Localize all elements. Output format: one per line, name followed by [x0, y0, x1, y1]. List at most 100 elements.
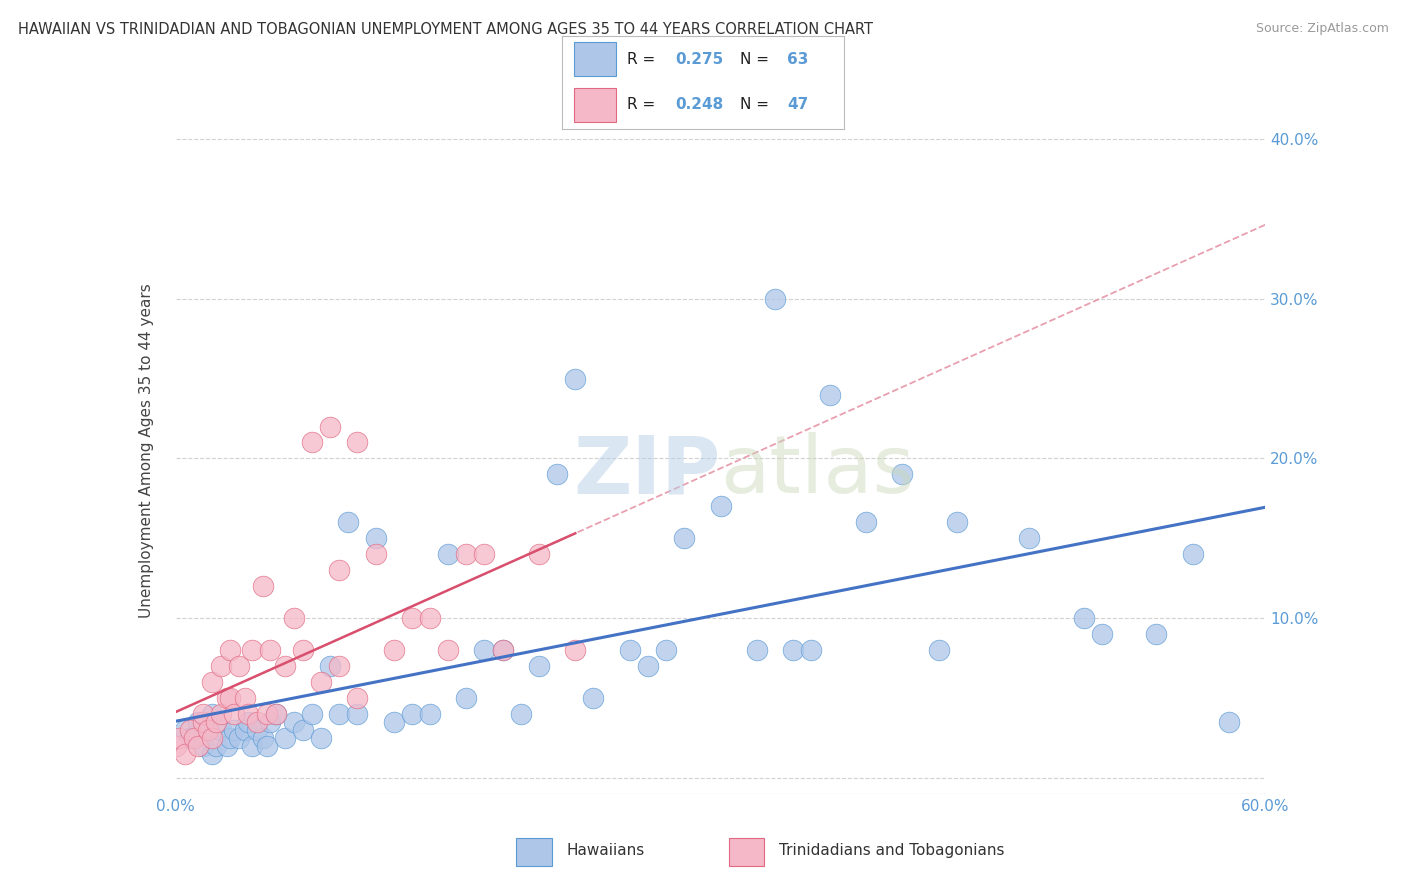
Point [564, 643, 586, 657]
Point [301, 435, 323, 450]
Point [382, 643, 405, 657]
Point [437, 643, 460, 657]
Point [337, 516, 360, 530]
Point [259, 714, 281, 729]
Point [264, 706, 287, 721]
Point [209, 706, 232, 721]
Point [204, 714, 226, 729]
Point [209, 723, 232, 737]
Point [509, 706, 531, 721]
Point [222, 706, 245, 721]
Point [782, 643, 804, 657]
Point [1073, 611, 1095, 625]
Point [274, 731, 297, 745]
Point [204, 739, 226, 753]
Point [238, 706, 260, 721]
Point [201, 706, 224, 721]
Point [492, 643, 515, 657]
Text: R =: R = [627, 97, 661, 112]
Point [855, 516, 877, 530]
Point [527, 547, 550, 561]
Point [419, 611, 441, 625]
Point [291, 643, 314, 657]
Point [456, 691, 478, 706]
Point [710, 500, 733, 514]
Text: 0.248: 0.248 [675, 97, 723, 112]
Point [252, 579, 274, 593]
Text: N =: N = [740, 52, 773, 67]
Point [928, 643, 950, 657]
Bar [574, 42, 616, 76]
Text: 0.275: 0.275 [675, 52, 723, 67]
Point [215, 739, 238, 753]
Point [201, 731, 224, 745]
Text: N =: N = [740, 97, 773, 112]
Point [328, 706, 350, 721]
Text: atlas: atlas [721, 432, 915, 510]
Point [252, 731, 274, 745]
Point [191, 739, 214, 753]
Point [763, 292, 786, 306]
Point [401, 706, 423, 721]
Point [745, 643, 768, 657]
Point [382, 714, 405, 729]
Point [169, 731, 191, 745]
Point [179, 731, 201, 745]
Point [197, 723, 219, 737]
Point [183, 731, 205, 745]
Point [215, 691, 238, 706]
Point [891, 467, 914, 482]
Point [437, 547, 460, 561]
Point [582, 691, 605, 706]
Point [346, 691, 368, 706]
Point [240, 643, 263, 657]
Point [179, 723, 201, 737]
Text: Source: ZipAtlas.com: Source: ZipAtlas.com [1256, 22, 1389, 36]
Point [527, 659, 550, 673]
Point [256, 706, 278, 721]
Point [291, 723, 314, 737]
Text: ZIP: ZIP [574, 432, 721, 510]
Point [818, 387, 841, 401]
Point [191, 706, 214, 721]
Point [246, 714, 269, 729]
Point [319, 419, 342, 434]
Text: Trinidadians and Tobagonians: Trinidadians and Tobagonians [779, 844, 1005, 858]
Point [197, 723, 219, 737]
Point [173, 747, 195, 761]
Point [492, 643, 515, 657]
Point [240, 739, 263, 753]
Point [309, 731, 332, 745]
Point [800, 643, 823, 657]
Point [346, 706, 368, 721]
Y-axis label: Unemployment Among Ages 35 to 44 years: Unemployment Among Ages 35 to 44 years [139, 283, 155, 618]
Point [456, 547, 478, 561]
Point [219, 643, 242, 657]
Point [246, 723, 269, 737]
Point [283, 611, 305, 625]
Point [346, 435, 368, 450]
Point [165, 739, 187, 753]
Text: R =: R = [627, 52, 661, 67]
Bar [574, 88, 616, 122]
Text: 63: 63 [787, 52, 808, 67]
Point [274, 659, 297, 673]
Point [419, 706, 441, 721]
Point [364, 531, 387, 545]
Point [238, 714, 260, 729]
Point [259, 643, 281, 657]
Point [1091, 627, 1114, 641]
Bar [728, 838, 765, 866]
Point [328, 659, 350, 673]
Point [1218, 714, 1240, 729]
Bar [516, 838, 551, 866]
Point [328, 563, 350, 577]
Point [264, 706, 287, 721]
Point [364, 547, 387, 561]
Text: HAWAIIAN VS TRINIDADIAN AND TOBAGONIAN UNEMPLOYMENT AMONG AGES 35 TO 44 YEARS CO: HAWAIIAN VS TRINIDADIAN AND TOBAGONIAN U… [18, 22, 873, 37]
Point [209, 659, 232, 673]
Point [233, 723, 256, 737]
Point [546, 467, 568, 482]
Point [228, 659, 250, 673]
Text: Hawaiians: Hawaiians [567, 844, 645, 858]
